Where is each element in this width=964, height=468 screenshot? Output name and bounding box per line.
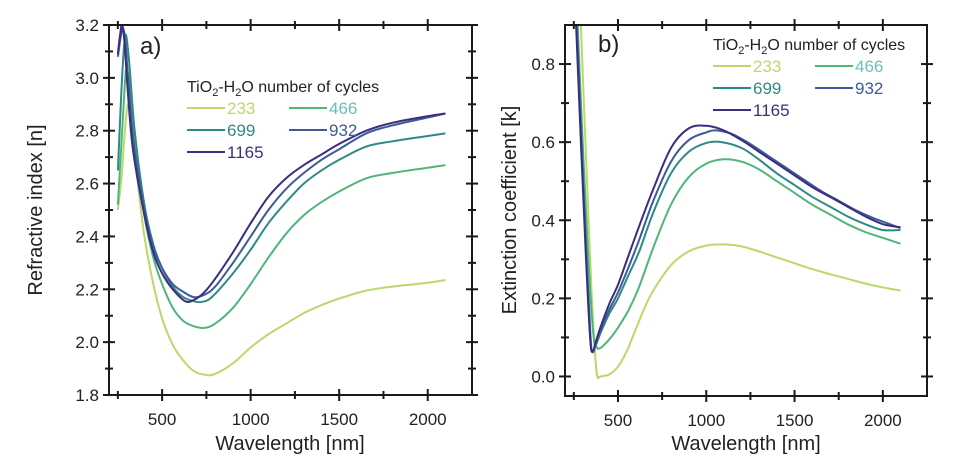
y-axis-label: Extinction coefficient [k] bbox=[499, 106, 521, 315]
x-tick-label: 2000 bbox=[409, 410, 447, 429]
y-tick-label: 2.6 bbox=[75, 175, 99, 194]
y-tick-label: 2.0 bbox=[75, 333, 99, 352]
y-tick-label: 3.0 bbox=[75, 69, 99, 88]
y-tick-label: 2.2 bbox=[75, 280, 99, 299]
y-tick-label: 1.8 bbox=[75, 386, 99, 405]
panel-a-refractive-index: 500 1000 1500 20001.82.02.22.42.62.83.03.2 … bbox=[25, 16, 478, 455]
y-tick-label: 2.4 bbox=[75, 227, 99, 246]
ticks-layer: 500 1000 1500 2000 1.8 2.0 2.2 2.4 2.6 2.8 3.0 3.2 bbox=[75, 16, 478, 429]
series-line-233 bbox=[579, 25, 901, 380]
legend-item-466: 466 bbox=[289, 99, 357, 118]
x-axis-label: Wavelength [nm] bbox=[215, 433, 364, 455]
series-line-1165 bbox=[575, 25, 901, 353]
curves-layer bbox=[575, 25, 901, 380]
panel-label: a) bbox=[140, 33, 161, 60]
series-line-1165 bbox=[116, 25, 446, 303]
y-tick-label: 0.8 bbox=[531, 55, 555, 74]
x-tick-label: 1500 bbox=[320, 410, 358, 429]
series-line-699 bbox=[576, 25, 901, 353]
legend-item-932: 932 bbox=[289, 121, 357, 140]
series-line-466 bbox=[576, 25, 901, 350]
legend-label: 1165 bbox=[227, 143, 264, 162]
y-tick-label: 3.2 bbox=[75, 16, 99, 35]
series-line-466 bbox=[116, 68, 446, 329]
legend-title: TiO2-H2O number of cycles bbox=[713, 37, 905, 57]
panel-b-extinction-coefficient: 500 1000 1500 2000 0.0 0.2 0.4 0.6 0.8 b) Wavele… bbox=[499, 19, 933, 455]
x-tick-label: 2000 bbox=[864, 411, 902, 430]
x-tick-label: 1000 bbox=[232, 410, 270, 429]
legend-label: 699 bbox=[753, 79, 781, 98]
legend-label: 466 bbox=[329, 99, 357, 118]
legend-label: 932 bbox=[329, 121, 357, 140]
legend-item-233: 233 bbox=[713, 57, 781, 76]
legend-item-1165: 1165 bbox=[187, 143, 264, 162]
series-line-699 bbox=[116, 33, 446, 304]
x-tick-label: 500 bbox=[148, 410, 176, 429]
y-tick-label: 0.0 bbox=[531, 367, 555, 386]
legend-title: TiO2-H2O number of cycles bbox=[187, 79, 379, 99]
legend-label: 932 bbox=[855, 79, 883, 98]
y-axis-label: Refractive index [n] bbox=[25, 124, 47, 295]
y-tick-label: 0.6 bbox=[531, 133, 555, 152]
x-tick-label: 1000 bbox=[687, 411, 725, 430]
panel-label: b) bbox=[598, 31, 619, 58]
legend-label: 1165 bbox=[753, 101, 790, 120]
legend-item-699: 699 bbox=[187, 121, 255, 140]
legend-item-1165: 1165 bbox=[713, 101, 790, 120]
legend-item-699: 699 bbox=[713, 79, 781, 98]
legend-label: 233 bbox=[753, 57, 781, 76]
legend-item-932: 932 bbox=[815, 79, 883, 98]
legend-label: 466 bbox=[855, 57, 883, 76]
series-line-932 bbox=[116, 26, 446, 299]
y-tick-label: 0.2 bbox=[531, 289, 555, 308]
ticks-layer: 500 1000 1500 2000 0.0 0.2 0.4 0.6 0.8 bbox=[531, 19, 933, 430]
series-line-932 bbox=[575, 25, 901, 354]
curves-layer bbox=[116, 25, 446, 377]
legend-label: 699 bbox=[227, 121, 255, 140]
y-tick-label: 2.8 bbox=[75, 122, 99, 141]
legend-item-466: 466 bbox=[815, 57, 883, 76]
y-tick-label: 0.4 bbox=[531, 211, 555, 230]
x-axis-label: Wavelength [nm] bbox=[671, 433, 820, 455]
legend-label: 233 bbox=[227, 99, 255, 118]
x-tick-label: 500 bbox=[604, 411, 632, 430]
x-tick-label: 1500 bbox=[776, 411, 814, 430]
legend-item-233: 233 bbox=[187, 99, 255, 118]
plot-frame bbox=[564, 24, 928, 397]
